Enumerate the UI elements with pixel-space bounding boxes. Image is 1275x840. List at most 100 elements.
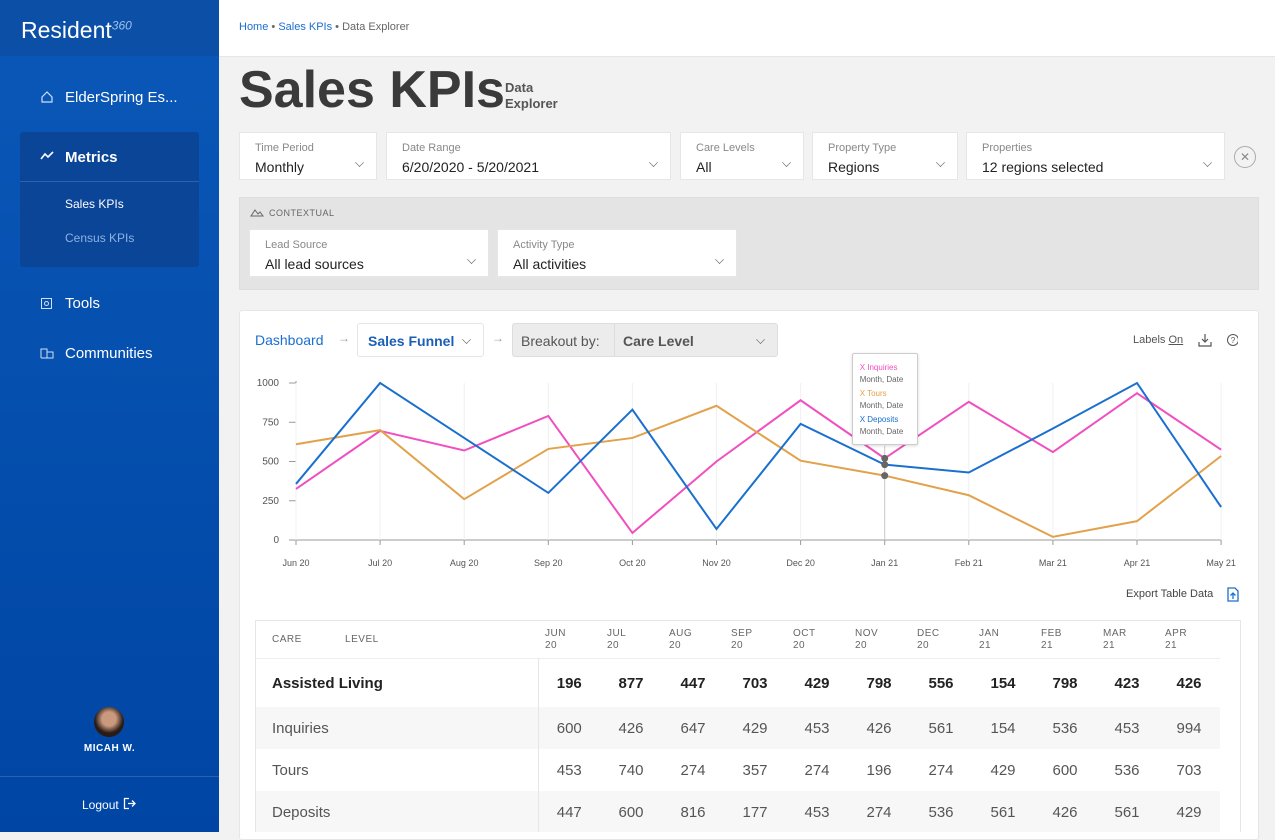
nav-item[interactable]: Metrics — [65, 149, 118, 166]
export-icon[interactable] — [1227, 587, 1239, 602]
page-title: Sales KPIs — [239, 61, 505, 119]
x-tick-label: Aug 20 — [450, 558, 479, 568]
y-tick-label: 250 — [262, 496, 279, 507]
logout[interactable]: Logout — [82, 798, 119, 812]
cell: 423 — [1114, 674, 1140, 692]
divider — [614, 324, 615, 356]
tooltip-series: X Inquiries — [859, 363, 898, 372]
filter-select[interactable]: Time Period Monthly — [239, 132, 377, 180]
divider — [0, 776, 219, 777]
filter-value: All — [696, 159, 712, 175]
filter-label: Properties — [982, 142, 1033, 154]
cell: 357 — [742, 761, 768, 779]
hover-point — [881, 472, 889, 480]
logout-icon[interactable] — [123, 797, 136, 810]
cell: 177 — [742, 803, 768, 821]
table-row: Inquiries 600 426 647 429 453 426 561 154 536 453 9… — [256, 707, 1220, 749]
chevron — [649, 158, 658, 167]
cell: 600 — [618, 803, 644, 821]
communities-icon — [40, 348, 54, 359]
filter-label: Lead Source — [265, 239, 328, 251]
cell: 426 — [618, 719, 644, 737]
breakout-select[interactable]: Breakout by: Care Level — [512, 323, 778, 357]
filter-select[interactable]: Date Range 6/20/2020 - 5/20/2021 — [386, 132, 671, 180]
cell: 536 — [928, 803, 954, 821]
dashboard-link[interactable]: Dashboard — [255, 332, 324, 348]
cell: 429 — [804, 674, 830, 692]
cell: 429 — [1176, 803, 1202, 821]
filter-select[interactable]: Activity Type All activities — [497, 229, 737, 277]
x-tick-label: May 21 — [1206, 558, 1236, 568]
hover-point — [881, 454, 889, 462]
filter-label: Activity Type — [513, 239, 575, 251]
filter-select[interactable]: Properties 12 regions selected — [966, 132, 1225, 180]
labels-toggle[interactable]: Labels On — [1133, 334, 1183, 346]
chevron — [462, 335, 471, 344]
top-bar — [219, 0, 1275, 57]
column-header: NOV 20 — [855, 627, 879, 651]
row-label: Assisted Living — [256, 658, 539, 707]
row-label: Deposits — [256, 791, 539, 832]
tooltip: X Inquiries Month, Date X Tours Month, Date… — [851, 353, 918, 445]
chevron — [782, 158, 791, 167]
x-tick-label: Feb 21 — [955, 558, 983, 568]
column-header: APR 21 — [1165, 627, 1188, 651]
community-name[interactable]: ElderSpring Es... — [65, 89, 178, 106]
x-tick-label: Mar 21 — [1039, 558, 1067, 568]
crumb[interactable]: Home — [239, 21, 269, 33]
cell: 703 — [742, 674, 768, 692]
subnav-item[interactable]: Census KPIs — [65, 231, 135, 245]
subnav-item[interactable]: Sales KPIs — [65, 197, 124, 211]
table-wrap: CARE LEVEL JUN 20 JUL 20 AUG 20 SEP 20 OCT 20… — [255, 620, 1241, 832]
column-header: FEB 21 — [1041, 627, 1062, 651]
filter-select[interactable]: Care Levels All — [680, 132, 804, 180]
column-header: OCT 20 — [793, 627, 816, 651]
logo-text: Resident — [21, 17, 112, 43]
tools-icon — [41, 298, 52, 309]
tooltip-sublabel: Month, Date — [859, 427, 904, 436]
breakout-value: Care Level — [623, 333, 694, 349]
column-header: SEP 20 — [731, 627, 753, 651]
funnel-select[interactable]: Sales Funnel — [357, 323, 484, 357]
column-header: AUG 20 — [669, 627, 693, 651]
filter-value: All activities — [513, 256, 587, 272]
crumb[interactable]: Sales KPIs — [278, 21, 333, 33]
filter-select[interactable]: Property Type Regions — [812, 132, 958, 180]
x-tick-label: Jun 20 — [282, 558, 309, 568]
svg-text:?: ? — [1231, 336, 1236, 345]
cell: 703 — [1176, 761, 1202, 779]
chart-icons[interactable]: ? — [1198, 333, 1238, 347]
user-name: MICAH W. — [83, 743, 136, 754]
line-chart: 0 250 500 750 1000 Jun 20 Jul 20 Aug 20 Sep 20 Oc… — [257, 378, 1236, 568]
filter-value: All lead sources — [265, 256, 364, 272]
page-subtitle: Data Explorer — [505, 80, 558, 111]
cell: 426 — [1176, 674, 1202, 692]
contextual-icon — [250, 209, 264, 217]
column-header: JUN 20 — [545, 627, 566, 651]
nav-item[interactable]: Communities — [65, 345, 153, 362]
cell: 877 — [618, 674, 644, 692]
column-header: JUL 20 — [607, 627, 626, 651]
cell: 196 — [866, 761, 892, 779]
cell: 453 — [804, 803, 830, 821]
cell: 426 — [1052, 803, 1078, 821]
cell: 426 — [866, 719, 892, 737]
y-tick-label: 0 — [273, 535, 279, 546]
logo-sup: 360 — [111, 18, 132, 33]
tooltip-series: X Deposits — [859, 415, 899, 424]
filter-value: 6/20/2020 - 5/20/2021 — [402, 159, 540, 175]
filter-select[interactable]: Lead Source All lead sources — [249, 229, 489, 277]
contextual-title: CONTEXTUAL — [269, 208, 335, 218]
nav-item[interactable]: Tools — [65, 295, 101, 312]
cell: 536 — [1114, 761, 1140, 779]
logo[interactable]: Resident360 — [21, 17, 132, 44]
cell: 647 — [680, 719, 706, 737]
cell: 154 — [990, 719, 1016, 737]
cell: 561 — [928, 719, 954, 737]
cell: 274 — [680, 761, 706, 779]
clear-button[interactable]: ✕ — [1234, 146, 1256, 168]
crumb: Data Explorer — [342, 21, 410, 33]
y-tick-label: 500 — [262, 457, 279, 468]
avatar[interactable] — [94, 707, 124, 737]
export-link[interactable]: Export Table Data — [1126, 588, 1214, 600]
